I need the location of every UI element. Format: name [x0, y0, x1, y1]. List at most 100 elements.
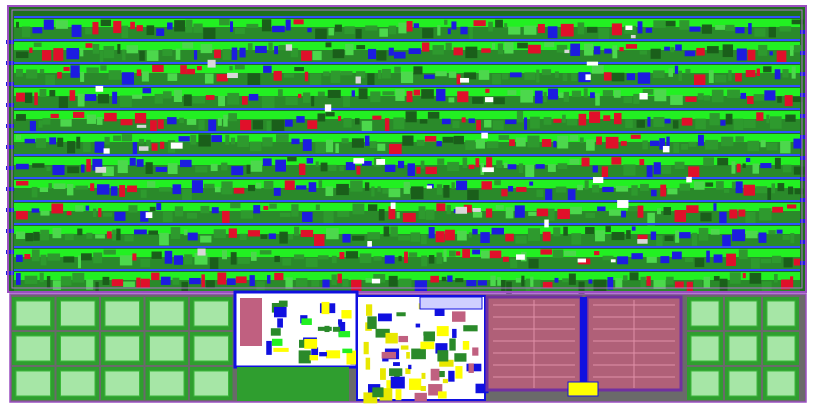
- mixed-cell: [420, 385, 426, 392]
- cell: [489, 250, 502, 259]
- cell: [777, 96, 782, 103]
- cell: [217, 272, 227, 285]
- cell: [80, 164, 85, 173]
- cell: [16, 180, 29, 186]
- cell: [261, 19, 272, 32]
- cell: [465, 140, 476, 150]
- cell: [39, 187, 49, 193]
- cell: [162, 49, 173, 57]
- cell: [679, 232, 691, 239]
- cell: [523, 25, 537, 35]
- cell: [337, 210, 350, 218]
- cell: [782, 164, 792, 173]
- cell: [747, 140, 760, 152]
- memory-core: [690, 335, 720, 362]
- cell: [57, 72, 62, 79]
- cell: [217, 117, 222, 126]
- cell: [525, 278, 531, 291]
- cell: [52, 227, 62, 239]
- cell: [182, 189, 192, 203]
- cell: [246, 23, 259, 28]
- cell: [666, 136, 670, 148]
- cell: [337, 273, 342, 284]
- cell: [331, 274, 337, 285]
- cell: [355, 28, 362, 39]
- cell: [367, 232, 380, 240]
- cell: [172, 184, 182, 195]
- cell: [436, 141, 442, 147]
- cell: [373, 256, 382, 261]
- cell: [214, 49, 221, 59]
- cell: [416, 166, 421, 174]
- cell: [443, 249, 447, 262]
- cell: [645, 27, 653, 33]
- cell: [121, 134, 133, 142]
- cell: [563, 91, 570, 102]
- cell: [453, 135, 464, 145]
- cell: [122, 49, 126, 61]
- cell: [584, 43, 594, 56]
- cell: [603, 115, 611, 121]
- cell: [92, 158, 103, 171]
- fill-cell: [455, 206, 468, 214]
- cell: [25, 232, 33, 242]
- cell: [735, 73, 742, 82]
- cell: [693, 279, 703, 288]
- mixed-cell: [454, 353, 467, 362]
- cell: [204, 73, 214, 84]
- cell: [755, 186, 768, 194]
- cell: [33, 42, 42, 47]
- cell: [351, 138, 364, 148]
- cell: [536, 189, 544, 198]
- cell: [407, 163, 415, 177]
- cell: [21, 26, 31, 38]
- logic-cell: [341, 310, 352, 319]
- cell: [157, 119, 164, 129]
- cell: [507, 164, 517, 170]
- cell: [343, 95, 350, 107]
- cell: [26, 69, 38, 79]
- logic-cell: [338, 331, 351, 338]
- cell: [228, 113, 237, 122]
- cell: [571, 233, 582, 245]
- cell: [96, 184, 110, 195]
- cell: [66, 48, 80, 60]
- cell: [327, 89, 341, 98]
- mixed-cell: [466, 363, 482, 372]
- cell: [424, 136, 437, 142]
- cell: [408, 48, 421, 55]
- cell: [642, 140, 648, 150]
- memory-core: [149, 335, 185, 362]
- cell: [384, 118, 390, 131]
- cell: [694, 74, 706, 88]
- fill-cell: [371, 278, 381, 284]
- cell: [411, 186, 424, 200]
- cell: [155, 166, 168, 172]
- cell: [197, 66, 202, 71]
- cell: [119, 95, 132, 107]
- cell: [388, 25, 397, 35]
- cell: [384, 164, 396, 172]
- cell: [527, 135, 540, 148]
- cell: [688, 141, 697, 147]
- mixed-cell: [377, 313, 392, 322]
- cell: [594, 251, 600, 256]
- cell: [46, 166, 51, 171]
- cell: [760, 140, 766, 148]
- cell: [661, 165, 672, 174]
- cell: [462, 157, 468, 169]
- cell: [216, 74, 228, 82]
- cell: [555, 186, 567, 193]
- cell: [790, 233, 795, 244]
- cell: [43, 19, 54, 30]
- fill-cell: [145, 212, 153, 219]
- cell: [178, 136, 190, 142]
- cell: [16, 134, 22, 140]
- cell: [67, 141, 76, 154]
- mixed-cell: [381, 351, 397, 359]
- cell: [279, 231, 288, 244]
- cell: [769, 51, 773, 56]
- cell: [553, 140, 557, 148]
- cell: [715, 24, 726, 30]
